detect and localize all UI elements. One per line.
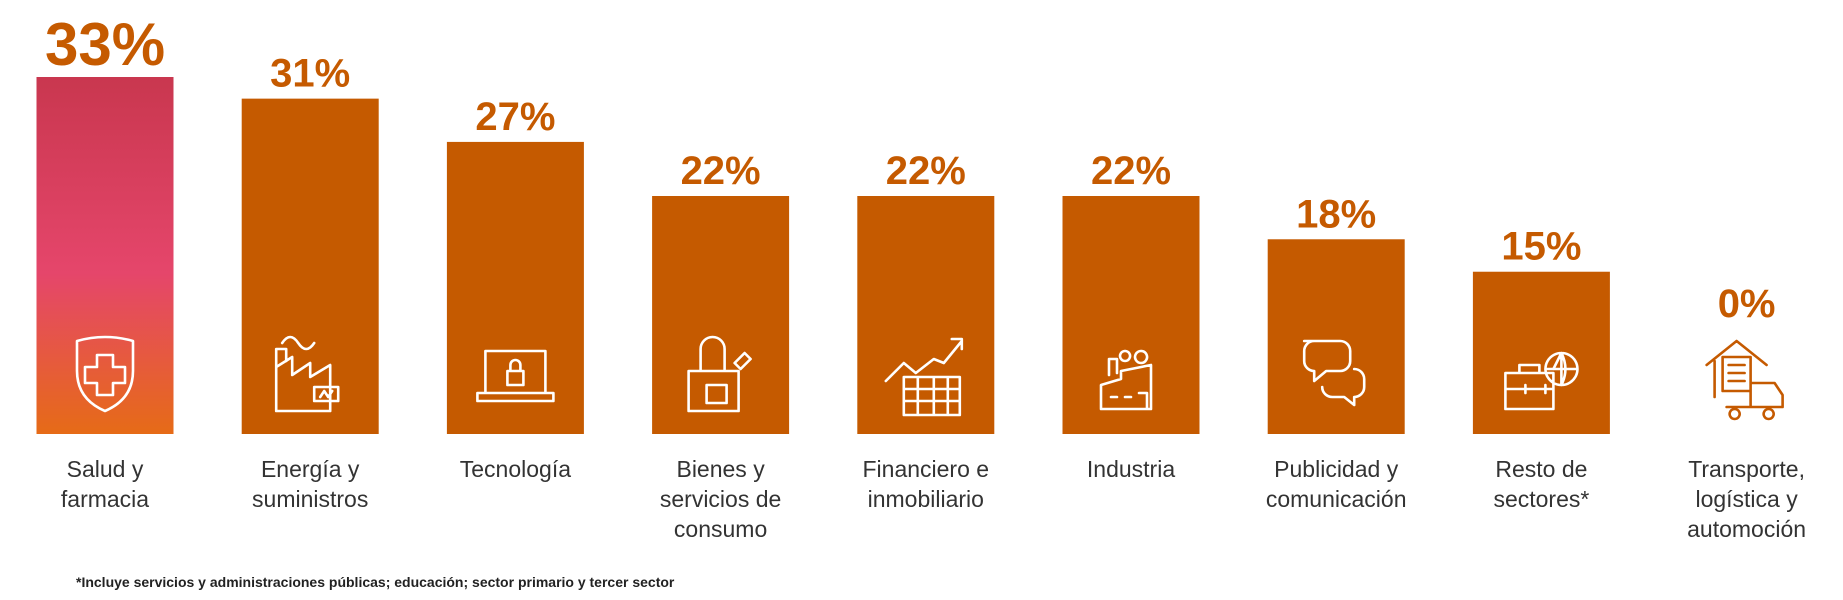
value-label: 18% (1296, 192, 1376, 236)
icon (687, 335, 752, 413)
value-label: 22% (886, 149, 966, 193)
bar (446, 141, 584, 434)
bar (1062, 196, 1200, 434)
icon (274, 335, 340, 413)
value-label: 15% (1501, 225, 1581, 269)
icon-path (884, 337, 964, 417)
icon-path (274, 335, 340, 413)
icon (1099, 349, 1153, 411)
bar (241, 98, 379, 435)
bar (1267, 239, 1405, 434)
icon-path (476, 349, 555, 403)
icon (476, 349, 555, 403)
bar (652, 196, 790, 434)
category-label: Bienes y servicios de consumo (659, 456, 782, 542)
category-label: Publicidad y comunicación (1265, 456, 1407, 512)
value-label: 33% (45, 11, 165, 78)
bar (36, 77, 174, 434)
value-label: 31% (270, 52, 350, 96)
category-label: Salud y farmacia (60, 456, 150, 512)
icon-path (75, 335, 135, 413)
icon (1302, 339, 1366, 407)
icon (1504, 351, 1579, 411)
icon (884, 337, 964, 417)
icon-path (1099, 349, 1153, 411)
value-label: 0% (1718, 282, 1776, 326)
icon (1705, 339, 1784, 421)
category-label: Industria (1086, 456, 1176, 482)
footnote: *Incluye servicios y administraciones pú… (76, 574, 675, 590)
icon-path (687, 335, 752, 413)
icon (75, 335, 135, 413)
category-label: Financiero e inmobiliario (862, 456, 990, 512)
category-label: Resto de sectores* (1493, 456, 1590, 512)
value-label: 22% (681, 149, 761, 193)
category-label: Transporte, logística y automoción (1687, 456, 1807, 542)
icon-path (1302, 339, 1366, 407)
icon-path (1705, 339, 1784, 421)
value-label: 22% (1091, 149, 1171, 193)
value-label: 27% (475, 95, 555, 139)
category-label: Tecnología (459, 456, 572, 482)
bar (857, 196, 995, 434)
category-label: Energía y suministros (252, 456, 369, 512)
bar (1472, 271, 1610, 434)
icon-path (1504, 351, 1579, 411)
